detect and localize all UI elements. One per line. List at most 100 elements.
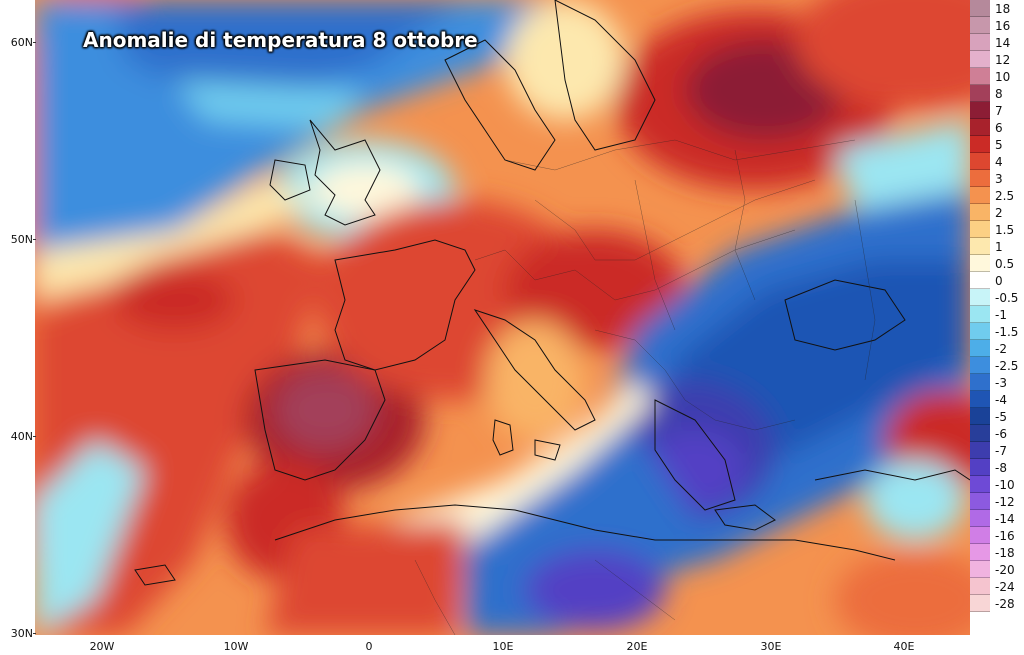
legend-label: 1.5 [995,223,1015,237]
lon-label: 10E [492,640,514,653]
legend-label: -24 [995,580,1015,594]
legend-swatch [970,170,990,187]
legend-label: -2 [995,342,1007,356]
legend-swatch [970,408,990,425]
legend-label: 14 [995,36,1011,50]
legend-entry: -8 [970,459,1024,476]
legend-label: 18 [995,2,1011,16]
legend-label: -8 [995,461,1007,475]
legend-label: 16 [995,19,1011,33]
legend-swatch [970,323,990,340]
legend-label: -12 [995,495,1015,509]
legend-swatch [970,34,990,51]
legend-label: -4 [995,393,1007,407]
legend-entry: 14 [970,34,1024,51]
legend-entry: -5 [970,408,1024,425]
legend-swatch [970,221,990,238]
legend-label: -10 [995,478,1015,492]
legend-entry: 6 [970,119,1024,136]
legend-swatch [970,578,990,595]
legend-label: 10 [995,70,1011,84]
legend-swatch [970,51,990,68]
legend-entry: 7 [970,102,1024,119]
legend-entry: -4 [970,391,1024,408]
legend-entry: 0.5 [970,255,1024,272]
legend-entry: 4 [970,153,1024,170]
lon-label: 20E [626,640,648,653]
legend-swatch [970,187,990,204]
legend-entry: -14 [970,510,1024,527]
legend-swatch [970,238,990,255]
lat-label: 50N [10,233,33,246]
legend-swatch [970,595,990,612]
legend-entry: 3 [970,170,1024,187]
lon-label: 30E [760,640,782,653]
legend-label: -6 [995,427,1007,441]
legend-entry: 2.5 [970,187,1024,204]
legend-label: 0.5 [995,257,1015,271]
legend-entry: 0 [970,272,1024,289]
legend-entry: -0.5 [970,289,1024,306]
legend-label: -16 [995,529,1015,543]
legend-swatch [970,425,990,442]
legend-label: -7 [995,444,1007,458]
lon-label: 20W [89,640,115,653]
legend-label: -3 [995,376,1007,390]
legend-entry: -24 [970,578,1024,595]
legend-label: 4 [995,155,1003,169]
legend-entry: 1 [970,238,1024,255]
legend-swatch [970,306,990,323]
legend-swatch [970,204,990,221]
legend-entry: -7 [970,442,1024,459]
legend-swatch [970,442,990,459]
legend-entry: -20 [970,561,1024,578]
legend-entry: 1.5 [970,221,1024,238]
legend-entry: 2 [970,204,1024,221]
legend-entry: -16 [970,527,1024,544]
lat-tick [33,633,36,634]
lat-tick [33,239,36,240]
legend-entry: -2.5 [970,357,1024,374]
legend-entry: -28 [970,595,1024,612]
legend-label: 3 [995,172,1003,186]
legend-swatch [970,357,990,374]
legend-entry: -1 [970,306,1024,323]
lat-label: 60N [10,36,33,49]
legend-swatch [970,102,990,119]
legend-label: -1.5 [995,325,1019,339]
legend-swatch [970,136,990,153]
lat-tick [33,436,36,437]
color-legend: 18 16 14 12 10 8 7 6 5 4 3 2.5 2 1.5 1 0.5 0 -0.5 -1 -1.5 -2… [970,0,1024,635]
anomaly-field [35,0,970,635]
legend-swatch [970,272,990,289]
legend-entry: -3 [970,374,1024,391]
coastlines [134,0,970,586]
legend-label: -0.5 [995,291,1019,305]
legend-label: -18 [995,546,1015,560]
legend-swatch [970,374,990,391]
legend-label: 7 [995,104,1003,118]
legend-label: -20 [995,563,1015,577]
legend-entry: -12 [970,493,1024,510]
legend-label: 8 [995,87,1003,101]
legend-swatch [970,255,990,272]
legend-label: -5 [995,410,1007,424]
legend-swatch [970,85,990,102]
legend-entry: 18 [970,0,1024,17]
lon-label: 0 [365,640,373,653]
lat-label: 30N [10,627,33,640]
legend-label: 1 [995,240,1003,254]
legend-label: -28 [995,597,1015,611]
legend-swatch [970,544,990,561]
temperature-anomaly-map: Anomalie di temperatura 8 ottobre [35,0,970,635]
legend-entry: -2 [970,340,1024,357]
legend-swatch [970,459,990,476]
legend-swatch [970,476,990,493]
legend-entry: 5 [970,136,1024,153]
legend-swatch [970,0,990,17]
lon-label: 40E [893,640,915,653]
legend-label: 2.5 [995,189,1015,203]
legend-swatch [970,119,990,136]
legend-entry: -6 [970,425,1024,442]
legend-swatch [970,527,990,544]
